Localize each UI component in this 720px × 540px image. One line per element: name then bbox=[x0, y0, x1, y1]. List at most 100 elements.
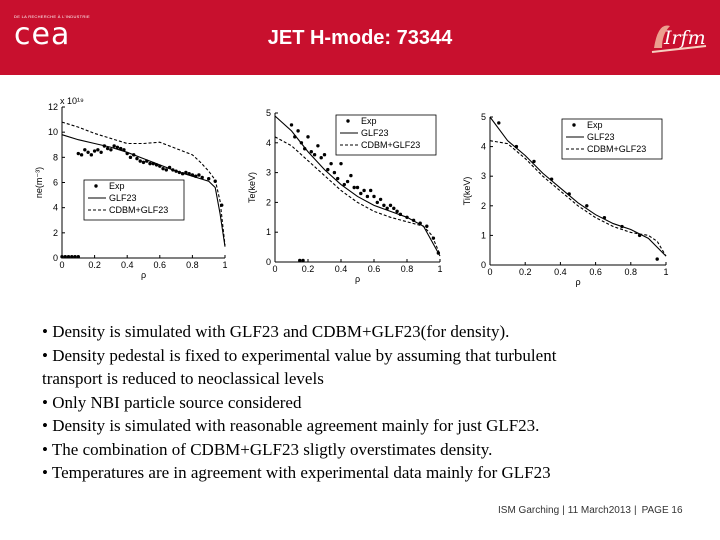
data-point bbox=[655, 257, 659, 261]
data-point bbox=[322, 153, 327, 157]
data-point bbox=[83, 148, 87, 152]
data-point bbox=[161, 166, 165, 171]
data-point bbox=[497, 121, 501, 125]
data-point bbox=[289, 123, 294, 127]
footer-page-number: PAGE 16 bbox=[641, 505, 683, 516]
legend-entry-label: CDBM+GLF23 bbox=[361, 140, 420, 150]
y-tick-label: 3 bbox=[266, 168, 271, 178]
x-tick-label: 0.6 bbox=[368, 264, 381, 274]
legend-box bbox=[83, 179, 185, 221]
series-line-cdbm-glf23 bbox=[489, 140, 667, 257]
data-point bbox=[378, 197, 383, 202]
data-point bbox=[105, 146, 110, 151]
data-point bbox=[425, 224, 429, 228]
y-tick-label: 3 bbox=[481, 171, 486, 181]
data-point bbox=[326, 167, 330, 172]
bullet-item: • Density is simulated with reasonable a… bbox=[42, 416, 540, 435]
x-tick-label: 1 bbox=[663, 267, 668, 277]
x-tick-label: 0.8 bbox=[401, 264, 414, 274]
data-point bbox=[118, 146, 123, 151]
footer-date: 11 March2013 bbox=[567, 505, 631, 516]
data-point bbox=[66, 255, 71, 259]
data-point bbox=[388, 203, 393, 208]
x-axis-label: ρ bbox=[355, 274, 360, 284]
y-tick-label: 4 bbox=[53, 203, 58, 213]
x-tick-label: 0.8 bbox=[625, 267, 638, 277]
bullet-list: • Density is simulated with GLF23 and CD… bbox=[42, 320, 682, 485]
data-point bbox=[138, 159, 142, 163]
cea-logo: cea bbox=[14, 17, 71, 52]
x-tick-label: 0.2 bbox=[88, 260, 101, 270]
data-point bbox=[339, 161, 343, 166]
x-tick-label: 0.6 bbox=[154, 260, 167, 270]
y-tick-label: 8 bbox=[53, 152, 58, 162]
data-point bbox=[369, 188, 373, 193]
data-point bbox=[332, 170, 337, 175]
y-tick-label: 5 bbox=[266, 108, 271, 118]
data-point bbox=[73, 255, 77, 259]
legend-marker bbox=[346, 119, 350, 123]
y-tick-label: 5 bbox=[481, 112, 486, 122]
data-point bbox=[385, 206, 389, 211]
legend-entry-label: GLF23 bbox=[587, 132, 615, 142]
data-point bbox=[585, 204, 589, 208]
data-point bbox=[92, 149, 97, 153]
data-point bbox=[532, 159, 536, 164]
data-point bbox=[319, 156, 323, 160]
bullet-item: • The combination of CDBM+GLF23 sligtly … bbox=[42, 439, 493, 459]
y-tick-label: 12 bbox=[48, 102, 58, 112]
y-tick-label: 1 bbox=[266, 227, 271, 237]
chart-legend: Exp GLF23 CDBM+GLF23 bbox=[335, 114, 437, 156]
legend-marker bbox=[572, 123, 576, 127]
data-point bbox=[164, 168, 169, 172]
irfm-logo: Irfm bbox=[651, 25, 707, 53]
legend-entry-label: Exp bbox=[109, 181, 125, 191]
legend-entry-label: Exp bbox=[361, 116, 377, 126]
x-axis-label: ρ bbox=[575, 277, 580, 287]
data-point bbox=[112, 144, 116, 148]
x-tick-label: 0 bbox=[272, 264, 277, 274]
x-tick-label: 0.8 bbox=[186, 260, 199, 270]
data-point bbox=[109, 148, 113, 152]
logo-tagline: DE LA RECHERCHE À L'INDUSTRIE bbox=[14, 14, 90, 19]
y-tick-label: 2 bbox=[53, 228, 58, 238]
data-point bbox=[395, 209, 399, 214]
data-point bbox=[309, 150, 313, 154]
data-point bbox=[365, 194, 370, 199]
data-point bbox=[89, 153, 94, 157]
data-point bbox=[86, 150, 90, 154]
series-line-cdbm-glf23 bbox=[274, 136, 441, 255]
data-point bbox=[76, 151, 81, 156]
series-line-glf23 bbox=[274, 115, 441, 257]
data-point bbox=[355, 185, 360, 190]
bullet-item: • Temperatures are in agreement with exp… bbox=[42, 463, 551, 482]
legend-entry-label: GLF23 bbox=[361, 128, 389, 138]
data-point bbox=[312, 153, 317, 157]
data-point bbox=[359, 191, 363, 196]
bullet-item: transport is reduced to neoclassical lev… bbox=[42, 369, 324, 388]
x-tick-label: 0.4 bbox=[335, 264, 348, 274]
chart-ion-temperature: 0 0.2 0.4 0.6 0.8 1 0 1 2 3 4 5 ρ Ti(keV) Exp GLF23 CDBM… bbox=[462, 112, 669, 287]
data-point bbox=[141, 160, 146, 165]
data-point bbox=[197, 173, 201, 177]
x-tick-label: 0.2 bbox=[519, 267, 532, 277]
bullet-item: • Density pedestal is fixed to experimen… bbox=[42, 345, 557, 365]
data-point bbox=[382, 203, 386, 208]
data-point bbox=[329, 161, 333, 166]
data-point bbox=[306, 135, 310, 139]
bullet-item: • Density is simulated with GLF23 and CD… bbox=[42, 322, 510, 341]
y-tick-label: 0 bbox=[266, 257, 271, 267]
irfm-logo-text: Irfm bbox=[663, 27, 706, 49]
y-tick-label: 0 bbox=[481, 260, 486, 270]
x-axis-label: ρ bbox=[141, 270, 146, 280]
data-point bbox=[135, 156, 139, 161]
legend-entry-label: GLF23 bbox=[109, 193, 137, 203]
y-tick-label: 1 bbox=[481, 230, 486, 240]
y-tick-label: 0 bbox=[53, 253, 58, 263]
series-line-cdbm-glf23 bbox=[61, 121, 226, 246]
legend-entry-label: CDBM+GLF23 bbox=[587, 144, 646, 154]
legend-box bbox=[335, 114, 437, 156]
y-tick-label: 4 bbox=[266, 138, 271, 148]
y-axis-label: Te(keV) bbox=[247, 172, 257, 203]
